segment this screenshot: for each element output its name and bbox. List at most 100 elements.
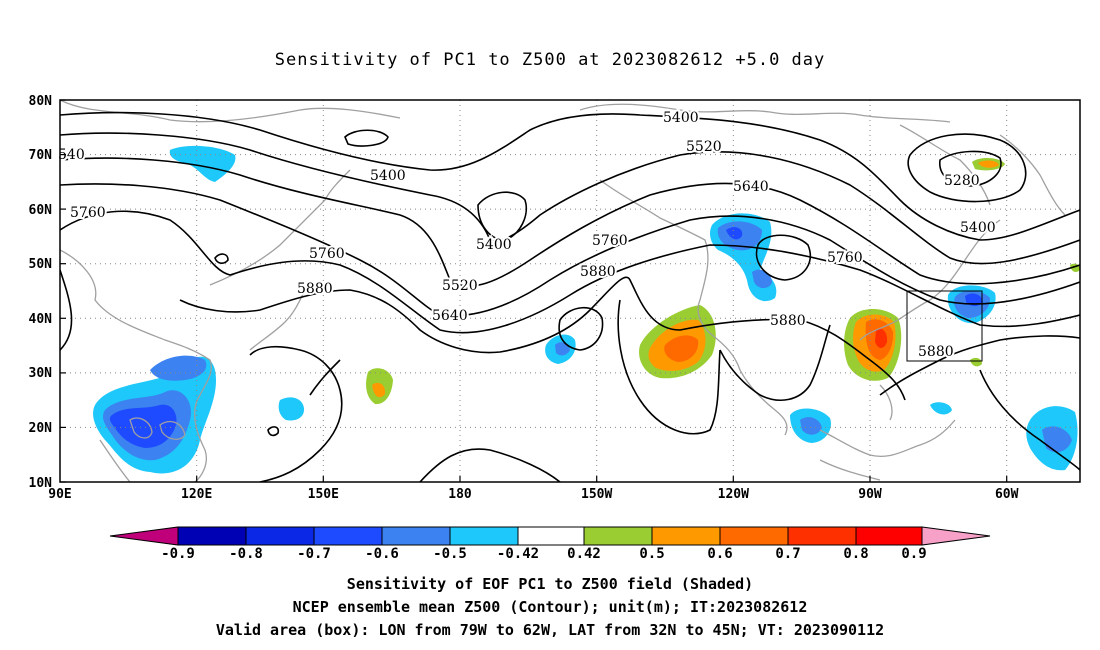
caption-contour: NCEP ensemble mean Z500 (Contour); unit(… xyxy=(292,598,808,616)
contour-label: 5400 xyxy=(476,237,512,253)
positive-sensitivity-region xyxy=(970,357,982,367)
contour-line xyxy=(558,306,604,351)
contour-label: 5880 xyxy=(770,313,806,329)
colorbar-low-arrow xyxy=(109,526,179,546)
colorbar-label: 0.8 xyxy=(843,546,868,562)
colorbar-swatch xyxy=(855,526,923,546)
positive-sensitivity-region xyxy=(664,335,699,362)
colorbar-label: 0.42 xyxy=(567,546,601,562)
contour-line xyxy=(719,324,831,401)
contour-label: 5760 xyxy=(592,233,628,249)
contour-line xyxy=(309,359,341,396)
lat-label: 40N xyxy=(29,312,53,327)
contour-line xyxy=(477,191,527,241)
contour-line xyxy=(60,183,1080,317)
lon-label: 90W xyxy=(858,487,882,502)
contour-label: 5640 xyxy=(733,179,769,195)
lon-label: 150W xyxy=(581,487,612,502)
contour-label: 5640 xyxy=(432,308,468,324)
contour-line xyxy=(755,234,811,281)
contour-label: 5880 xyxy=(297,281,333,297)
negative-sensitivity-region xyxy=(278,397,305,421)
colorbar xyxy=(109,526,991,546)
lat-label: 30N xyxy=(29,366,53,381)
contour-label: 5760 xyxy=(70,205,106,221)
coastline xyxy=(159,421,186,440)
colorbar-label: 0.7 xyxy=(775,546,800,562)
colorbar-swatch xyxy=(787,526,857,546)
positive-sensitivity-region xyxy=(875,328,888,348)
contour-label: 5280 xyxy=(944,173,980,189)
colorbar-swatch xyxy=(313,526,383,546)
map-frame xyxy=(59,99,1081,483)
lat-label: 60N xyxy=(29,203,53,218)
contour-label-partial: 540 xyxy=(58,147,85,163)
chart-title: Sensitivity of PC1 to Z500 at 2023082612… xyxy=(274,50,826,70)
coastline xyxy=(249,289,306,351)
coastline xyxy=(999,134,1066,216)
contour-line xyxy=(249,345,343,482)
colorbar-label: -0.8 xyxy=(229,546,263,562)
contour-line xyxy=(617,299,721,435)
lon-label: 180 xyxy=(448,487,472,502)
colorbar-swatch xyxy=(517,526,585,546)
negative-sensitivity-region xyxy=(800,417,822,435)
gridlines xyxy=(60,100,1080,482)
colorbar-label: 0.6 xyxy=(707,546,732,562)
contour-label: 5400 xyxy=(960,220,996,236)
colorbar-swatch xyxy=(651,526,721,546)
contour-label: 5880 xyxy=(918,344,954,360)
negative-sensitivity-region xyxy=(150,355,207,381)
contour-label: 5520 xyxy=(442,278,478,294)
colorbar-label: 0.5 xyxy=(639,546,664,562)
colorbar-swatch xyxy=(177,526,247,546)
negative-sensitivity-region xyxy=(1042,426,1072,453)
negative-sensitivity-region xyxy=(169,145,236,182)
caption-valid-area: Valid area (box): LON from 79W to 62W, L… xyxy=(215,621,885,639)
tick-marks xyxy=(60,99,1008,483)
colorbar-label: -0.42 xyxy=(497,546,539,562)
contour-line xyxy=(879,335,1080,396)
contour-line xyxy=(979,369,1080,471)
colorbar-swatch xyxy=(583,526,653,546)
coastline xyxy=(819,419,956,457)
lon-label: 150E xyxy=(308,487,339,502)
contour-line xyxy=(267,426,280,437)
coastline xyxy=(60,249,212,482)
coastline xyxy=(99,439,131,482)
colorbar-swatch xyxy=(449,526,519,546)
colorbar-label: -0.5 xyxy=(433,546,467,562)
colorbar-label: -0.7 xyxy=(297,546,331,562)
lat-label: 10N xyxy=(29,476,53,491)
contour-label: 5760 xyxy=(309,246,345,262)
contour-line xyxy=(60,111,1080,241)
lat-label: 80N xyxy=(29,94,53,109)
coastline xyxy=(819,459,881,481)
z500-contours xyxy=(60,111,1080,482)
positive-sensitivity-region xyxy=(978,160,999,168)
negative-sensitivity-region xyxy=(726,227,743,240)
negative-sensitivity-region xyxy=(555,342,570,356)
coastline xyxy=(579,103,951,123)
lat-label: 50N xyxy=(29,257,53,272)
caption-shaded: Sensitivity of EOF PC1 to Z500 field (Sh… xyxy=(346,575,754,593)
colorbar-swatch xyxy=(719,526,789,546)
contour-line xyxy=(939,150,1002,187)
contour-line xyxy=(907,133,1027,203)
contour-line xyxy=(60,157,1080,287)
positive-sensitivity-region xyxy=(372,382,386,398)
coastline xyxy=(129,417,153,439)
contour-line xyxy=(60,132,1080,265)
colorbar-high-arrow xyxy=(921,526,991,546)
coastline xyxy=(599,179,788,436)
colorbar-label: -0.9 xyxy=(161,546,195,562)
lon-label: 60W xyxy=(995,487,1019,502)
colorbar-label: 0.9 xyxy=(901,546,926,562)
negative-sensitivity-region xyxy=(109,404,177,448)
contour-line xyxy=(60,210,1080,334)
contour-line xyxy=(419,448,561,482)
contour-line xyxy=(60,269,73,351)
negative-sensitivity-region xyxy=(965,293,983,307)
lon-label: 120E xyxy=(181,487,212,502)
